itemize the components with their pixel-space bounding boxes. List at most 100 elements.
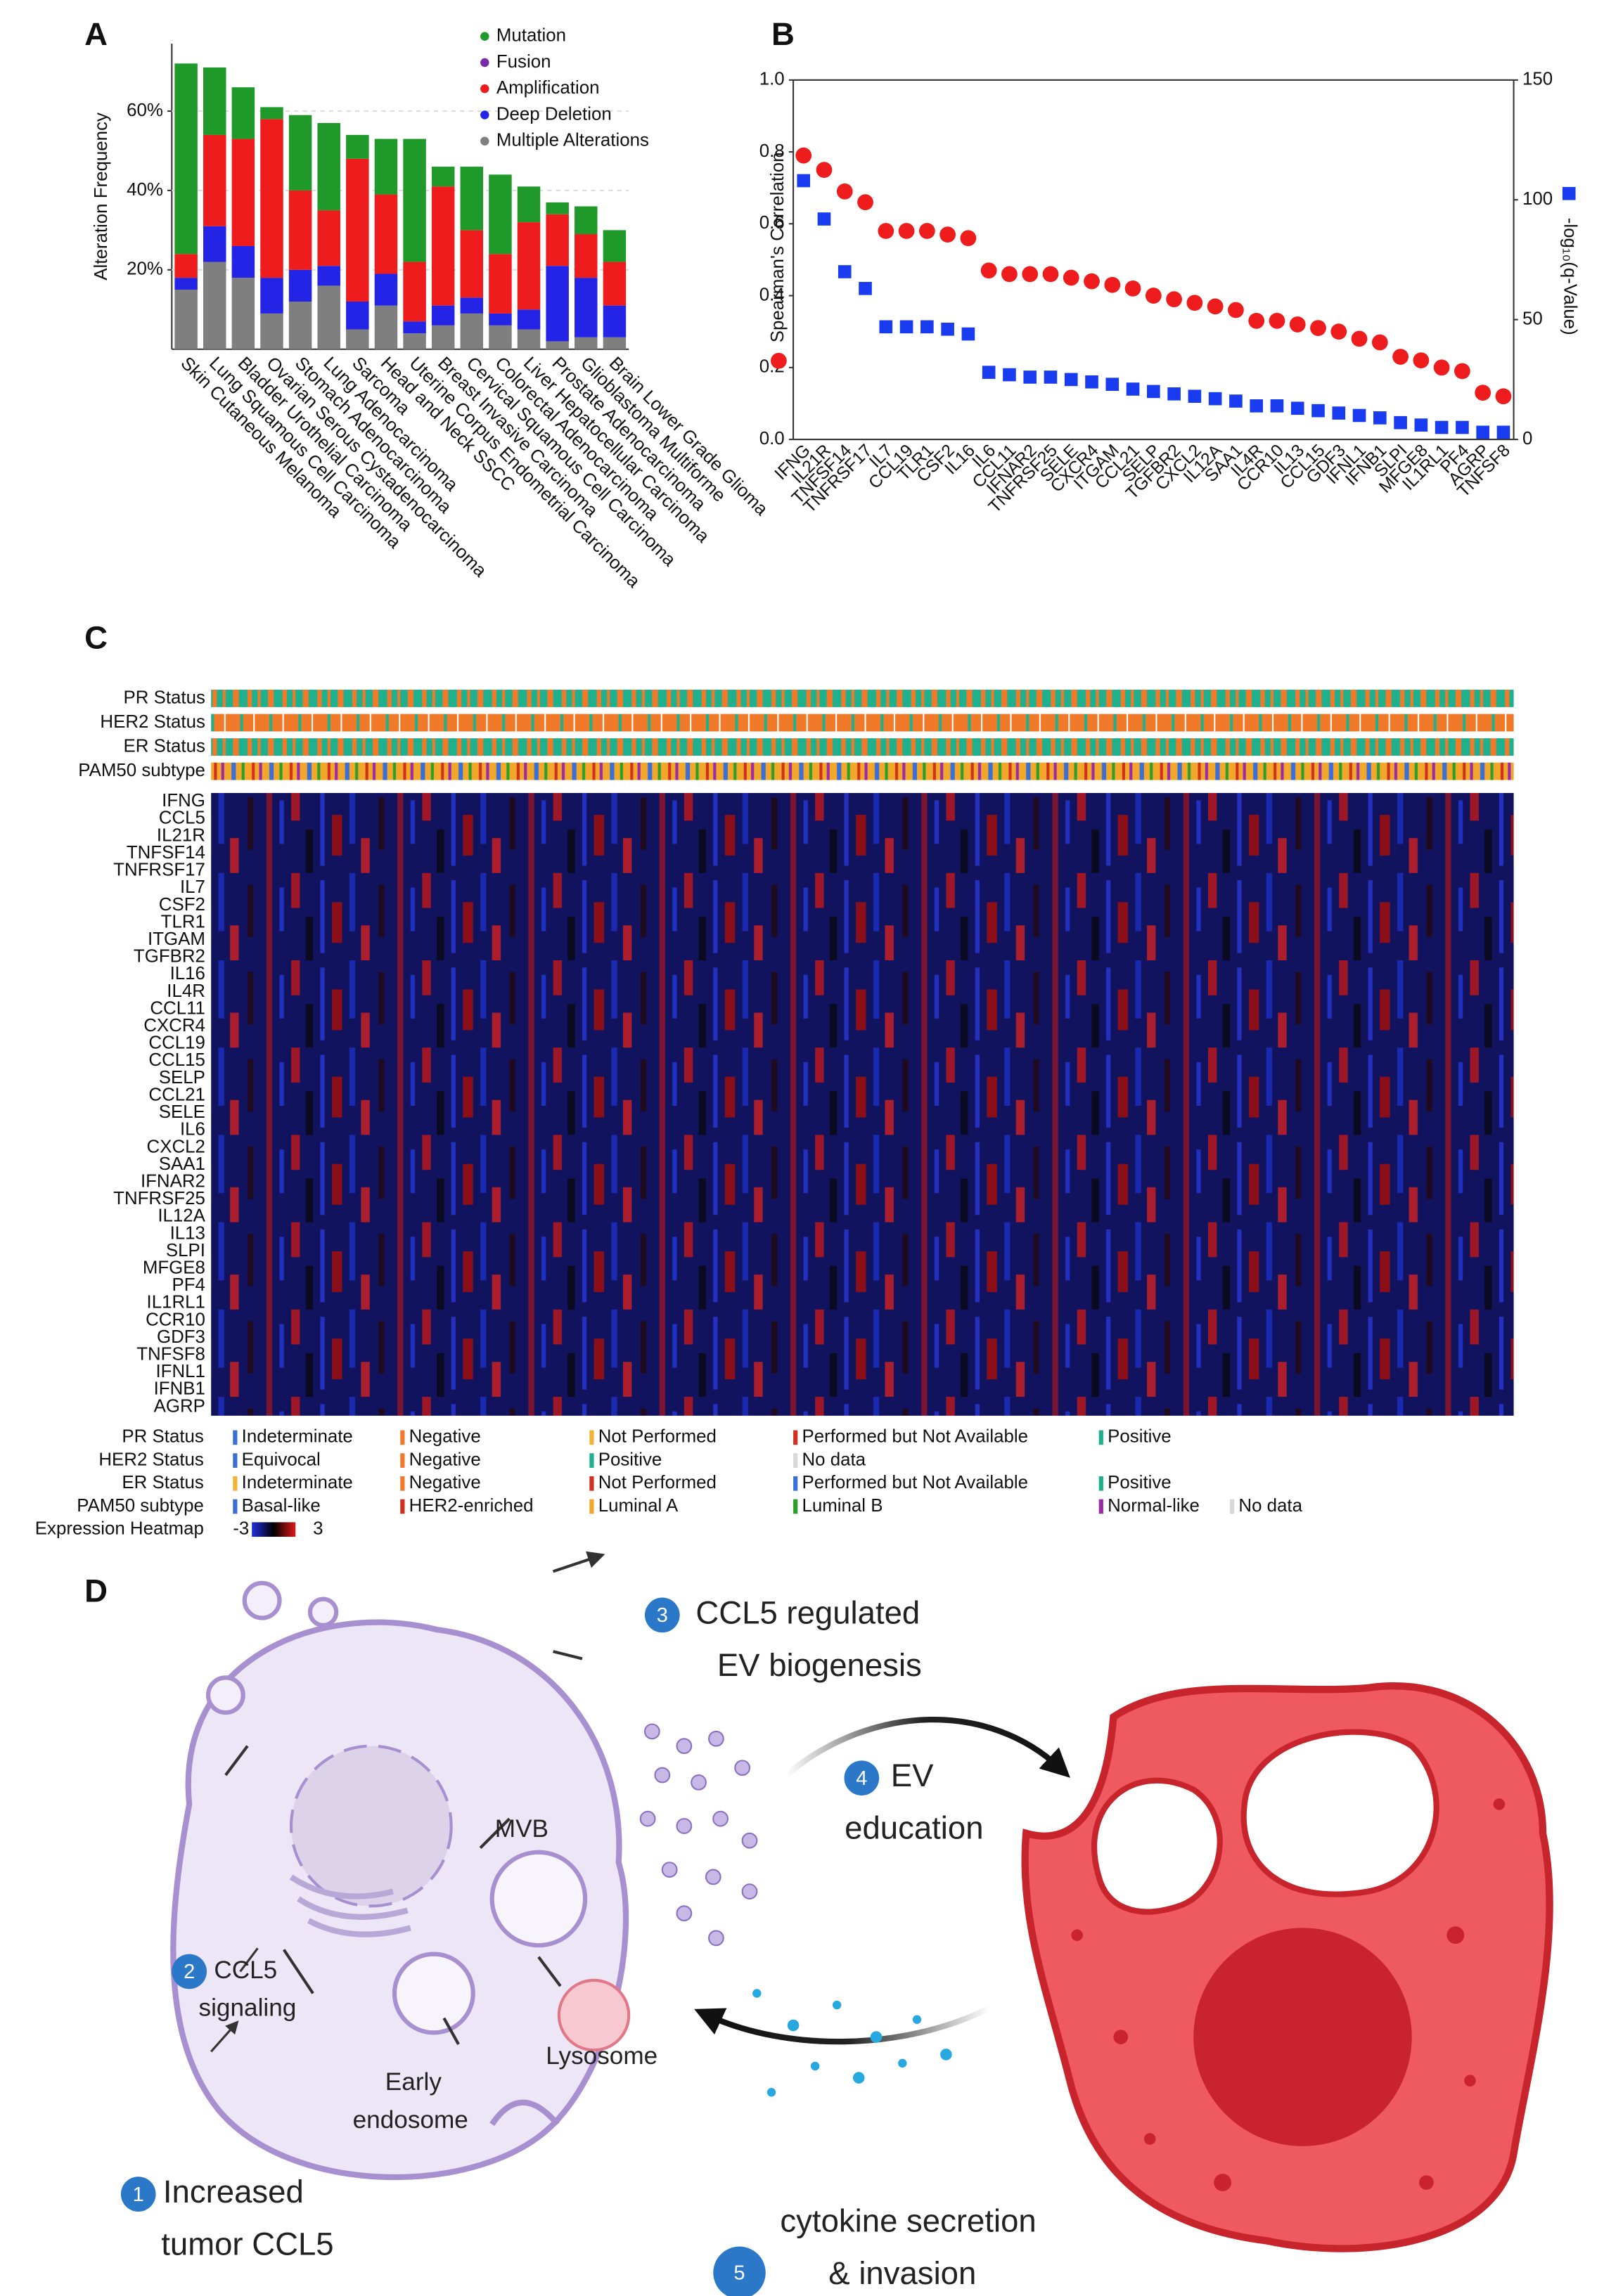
legend-swatch: [1098, 1430, 1103, 1445]
legend-label: Mutation: [496, 26, 566, 46]
y2-tick-label: 100: [1522, 189, 1553, 209]
legend-marker: [1562, 186, 1576, 200]
legend-swatch: [589, 1499, 594, 1514]
point: [1022, 266, 1039, 283]
panel-label: C: [84, 620, 108, 656]
bar-segment: [603, 230, 627, 262]
point: [1228, 302, 1244, 318]
legend-label: Positive: [598, 1450, 662, 1469]
bar-segment: [431, 186, 455, 306]
bar-segment: [403, 262, 426, 322]
point: [898, 223, 915, 239]
point: [879, 320, 893, 334]
bar-segment: [517, 329, 541, 349]
step-badge: [713, 2246, 766, 2296]
step-text: CCL5 regulated: [695, 1594, 920, 1630]
bar-segment: [460, 230, 484, 298]
point: [1352, 408, 1366, 423]
gene-label: TNFRSF17: [113, 860, 205, 880]
legend-label: Negative: [409, 1473, 481, 1492]
legend-label: Luminal A: [598, 1496, 679, 1516]
legend-label: Normal-like: [1108, 1496, 1200, 1516]
bar-segment: [603, 337, 627, 349]
y-tick-label: 60%: [127, 101, 163, 120]
point: [920, 320, 934, 334]
point: [939, 226, 956, 243]
bar-segment: [288, 190, 312, 270]
point: [1105, 378, 1119, 391]
track-label: PAM50 subtype: [78, 761, 205, 780]
point: [1063, 269, 1079, 286]
track: [211, 762, 1514, 780]
bar-segment: [546, 214, 569, 266]
gene-label: TLR1: [161, 912, 205, 931]
legend-label: 3: [313, 1519, 323, 1539]
bar-segment: [374, 305, 398, 349]
panel-label: B: [771, 16, 795, 52]
bar-segment: [260, 119, 283, 278]
point: [918, 223, 935, 239]
legend-label: Deep Deletion: [496, 104, 612, 124]
point: [1330, 323, 1347, 340]
diagram-label: endosome: [353, 2106, 468, 2134]
legend-label: Indeterminate: [242, 1473, 353, 1492]
step-number: 3: [657, 1604, 668, 1627]
y-axis-label: Alteration Frequency: [91, 112, 111, 280]
gene-label: SLPI: [166, 1241, 205, 1260]
point: [1311, 404, 1325, 418]
gene-label: CCL21: [148, 1085, 205, 1104]
y2-tick-label: 150: [1522, 70, 1553, 89]
gene-label: SELE: [159, 1102, 205, 1122]
gene-label: TNFSF14: [127, 843, 205, 863]
bar-segment: [460, 313, 484, 349]
point: [836, 183, 853, 200]
bar-segment: [260, 313, 283, 349]
legend-label: Luminal B: [802, 1496, 883, 1516]
bar-segment: [575, 337, 598, 349]
legend-row-label: PR Status: [122, 1427, 203, 1447]
y-tick-label: 20%: [127, 259, 163, 279]
diagram-label: Lysosome: [546, 2042, 657, 2070]
bar-segment: [346, 301, 369, 330]
gene-label: IFNG: [162, 791, 205, 811]
step-text: EV biogenesis: [717, 1647, 922, 1683]
heatmap: [211, 792, 1514, 1416]
gene-label: IFNL1: [155, 1362, 205, 1381]
legend-swatch: [400, 1453, 405, 1468]
bar-segment: [231, 87, 255, 139]
bar-segment: [260, 107, 283, 120]
legend-label: Performed but Not Available: [802, 1427, 1029, 1447]
point: [1186, 295, 1203, 311]
point: [1207, 298, 1224, 315]
point: [1167, 387, 1181, 401]
legend-label: Not Performed: [598, 1473, 717, 1492]
legend-swatch: [793, 1430, 798, 1445]
point: [1001, 266, 1018, 283]
legend-marker: [480, 84, 489, 93]
step-badge: [644, 1597, 680, 1633]
bar-segment: [231, 138, 255, 246]
point: [1496, 425, 1510, 439]
point: [1250, 399, 1264, 413]
legend-swatch: [589, 1476, 594, 1491]
gene-label: TGFBR2: [134, 947, 205, 967]
legend-swatch: [793, 1476, 798, 1491]
legend-label: Multiple Alterations: [496, 131, 649, 150]
gene-label: SELP: [159, 1068, 205, 1088]
step-text: education: [845, 1810, 983, 1846]
point: [941, 322, 954, 336]
bar-segment: [431, 325, 455, 349]
bar-segment: [203, 226, 226, 262]
point: [1085, 375, 1098, 389]
bar-segment: [431, 167, 455, 187]
bar-segment: [546, 202, 569, 214]
bar-segment: [346, 158, 369, 302]
y-tick-label: 0.4: [759, 285, 785, 304]
point: [816, 162, 833, 179]
bar-segment: [517, 309, 541, 330]
bar-segment: [517, 186, 541, 223]
point: [1269, 312, 1285, 329]
y2-tick-label: 50: [1522, 309, 1543, 328]
legend-marker: [480, 136, 489, 146]
bar-segment: [260, 278, 283, 314]
